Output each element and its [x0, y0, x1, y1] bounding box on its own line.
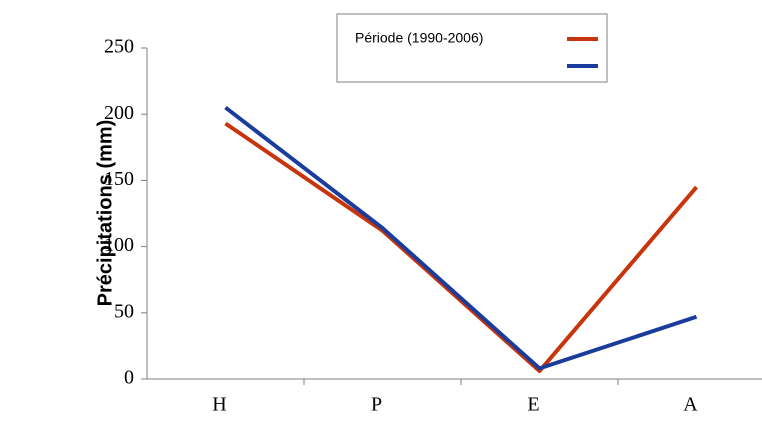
y-tick-label: 250	[104, 36, 134, 58]
y-tick-label: 150	[104, 168, 134, 190]
x-tick-label: E	[527, 394, 539, 416]
x-tick-label: A	[683, 394, 698, 416]
y-tick-label: 0	[124, 367, 134, 389]
y-tick-label: 100	[104, 234, 134, 256]
y-tick-label: 200	[104, 102, 134, 124]
y-axis-label: Précipitations (mm)	[94, 120, 116, 307]
legend-box	[336, 13, 608, 83]
y-tick-label: 50	[114, 300, 134, 322]
series-line	[224, 105, 698, 371]
legend-label: Période (1990-2006)	[355, 30, 483, 46]
x-tick-label: P	[371, 394, 382, 416]
x-tick-label: H	[212, 394, 226, 416]
